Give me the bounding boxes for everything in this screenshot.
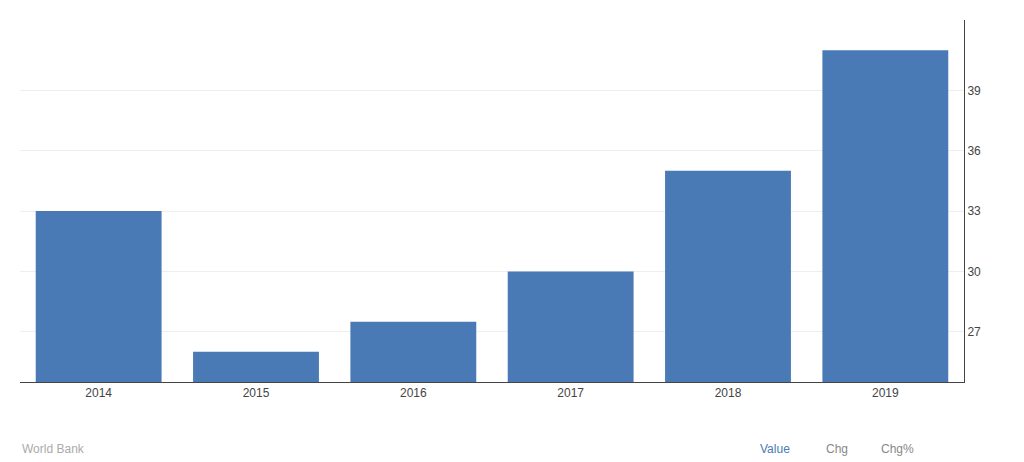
svg-text:2014: 2014	[85, 386, 112, 400]
svg-text:2018: 2018	[715, 386, 742, 400]
svg-text:27: 27	[967, 325, 981, 339]
svg-text:36: 36	[967, 144, 981, 158]
svg-text:World Bank: World Bank	[22, 442, 85, 456]
svg-text:2016: 2016	[400, 386, 427, 400]
svg-text:30: 30	[967, 265, 981, 279]
svg-text:39: 39	[967, 84, 981, 98]
svg-text:Chg%: Chg%	[881, 442, 914, 456]
svg-text:Chg: Chg	[826, 442, 848, 456]
svg-text:Value: Value	[760, 442, 790, 456]
svg-text:2019: 2019	[872, 386, 899, 400]
svg-text:2017: 2017	[557, 386, 584, 400]
svg-text:33: 33	[967, 204, 981, 218]
svg-text:2015: 2015	[243, 386, 270, 400]
